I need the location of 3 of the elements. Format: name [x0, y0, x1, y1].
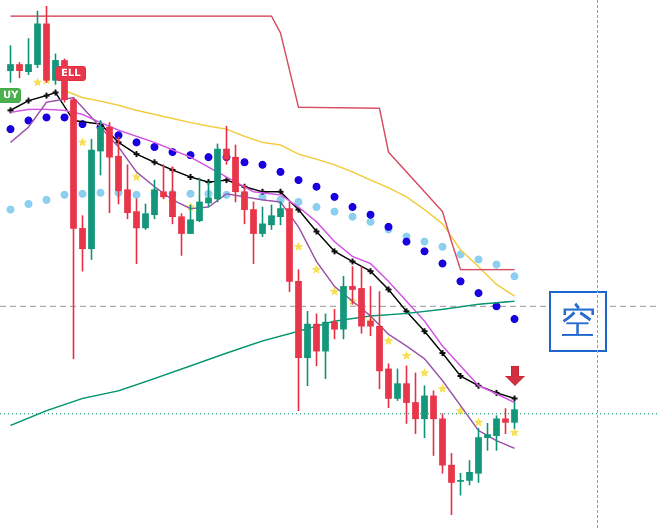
annotation: ELL	[56, 66, 86, 81]
text: 空	[549, 291, 607, 352]
annotation: UY	[0, 88, 22, 103]
